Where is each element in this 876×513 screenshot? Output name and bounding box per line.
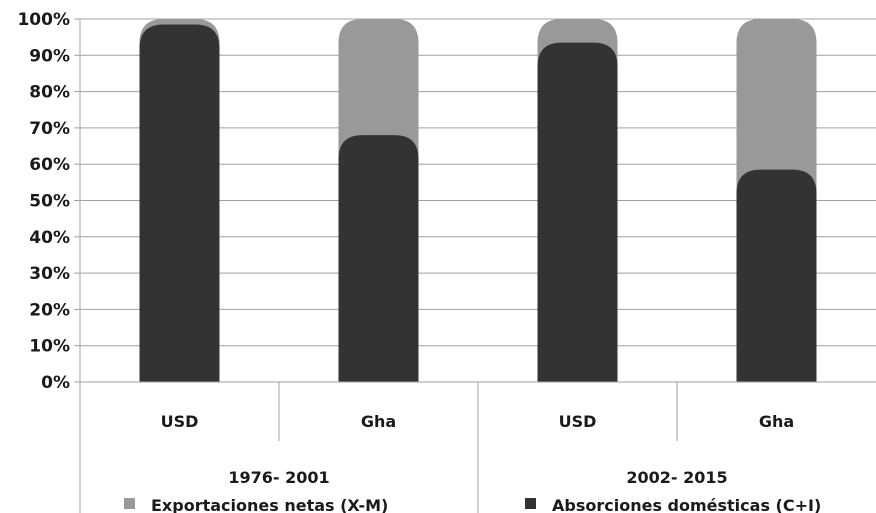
category-label: Gha (759, 412, 794, 431)
category-label: USD (161, 412, 199, 431)
legend: Exportaciones netas (X-M) Absorciones dom… (124, 496, 821, 513)
y-tick-label: 10% (29, 337, 70, 357)
y-tick-label: 90% (29, 46, 70, 66)
category-label: Gha (361, 412, 396, 431)
legend-swatch (124, 498, 135, 509)
y-tick-label: 50% (29, 192, 70, 212)
bars (139, 19, 817, 382)
y-tick-label: 40% (29, 228, 70, 248)
y-tick-label: 70% (29, 119, 70, 139)
bar-absorciones-usd-2 (537, 42, 618, 382)
legend-label: Exportaciones netas (X-M) (151, 496, 388, 513)
bar-absorciones-usd-0 (139, 24, 220, 382)
legend-swatch (525, 498, 536, 509)
y-tick-label: 20% (29, 300, 70, 320)
y-tick-label: 80% (29, 83, 70, 103)
category-axis: USD Gha USD Gha 1976- 2001 2002- 2015 (79, 381, 876, 513)
y-axis-tick-labels: 0% 10% 20% 30% 40% 50% 60% 70% 80% 90% 100% (17, 10, 70, 393)
y-tick-label: 0% (41, 373, 70, 393)
bar-absorciones-gha-1 (338, 135, 419, 382)
category-label: USD (559, 412, 597, 431)
group-label: 2002- 2015 (626, 468, 727, 487)
y-tick-label: 60% (29, 155, 70, 175)
legend-label: Absorciones domésticas (C+I) (552, 496, 821, 513)
bar-absorciones-gha-3 (736, 169, 817, 382)
y-tick-label: 100% (17, 10, 70, 30)
group-label: 1976- 2001 (228, 468, 329, 487)
y-tick-label: 30% (29, 264, 70, 284)
